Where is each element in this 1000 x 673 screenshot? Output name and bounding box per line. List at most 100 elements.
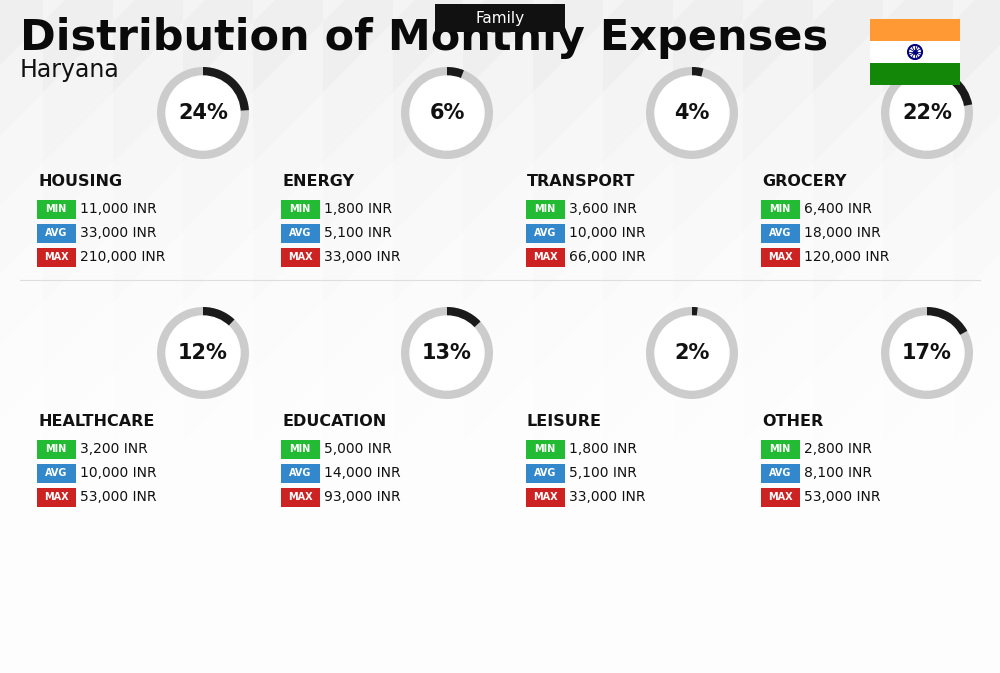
Text: 6%: 6% (429, 103, 465, 123)
Text: AVG: AVG (45, 468, 67, 478)
Wedge shape (401, 307, 493, 399)
Wedge shape (927, 307, 967, 335)
Text: MAX: MAX (768, 252, 792, 262)
Wedge shape (927, 67, 972, 106)
Text: MAX: MAX (533, 252, 557, 262)
FancyBboxPatch shape (761, 487, 800, 507)
Text: GROCERY: GROCERY (762, 174, 846, 188)
Text: MIN: MIN (769, 204, 791, 214)
Circle shape (890, 316, 964, 390)
Text: 93,000 INR: 93,000 INR (324, 490, 401, 504)
Text: AVG: AVG (534, 228, 556, 238)
Wedge shape (692, 67, 703, 77)
Text: 66,000 INR: 66,000 INR (569, 250, 646, 264)
Text: 5,100 INR: 5,100 INR (569, 466, 637, 480)
Text: MIN: MIN (534, 444, 556, 454)
FancyBboxPatch shape (870, 19, 960, 41)
Text: 17%: 17% (902, 343, 952, 363)
Text: MIN: MIN (769, 444, 791, 454)
Text: Distribution of Monthly Expenses: Distribution of Monthly Expenses (20, 17, 828, 59)
Wedge shape (203, 67, 249, 110)
FancyBboxPatch shape (280, 439, 320, 458)
Wedge shape (646, 67, 738, 159)
FancyBboxPatch shape (36, 223, 76, 242)
Text: MAX: MAX (44, 492, 68, 502)
Text: AVG: AVG (769, 468, 791, 478)
Circle shape (166, 76, 240, 150)
FancyBboxPatch shape (870, 63, 960, 85)
Text: AVG: AVG (769, 228, 791, 238)
Text: AVG: AVG (289, 228, 311, 238)
Text: 4%: 4% (674, 103, 710, 123)
Text: Haryana: Haryana (20, 58, 120, 82)
Text: MIN: MIN (45, 204, 67, 214)
Wedge shape (881, 67, 973, 159)
Text: MIN: MIN (289, 444, 311, 454)
Text: MAX: MAX (533, 492, 557, 502)
Text: 11,000 INR: 11,000 INR (80, 202, 157, 216)
FancyBboxPatch shape (526, 487, 564, 507)
Circle shape (890, 76, 964, 150)
FancyBboxPatch shape (280, 487, 320, 507)
FancyBboxPatch shape (526, 439, 564, 458)
Text: 1,800 INR: 1,800 INR (569, 442, 637, 456)
Circle shape (655, 76, 729, 150)
FancyBboxPatch shape (761, 223, 800, 242)
FancyBboxPatch shape (36, 439, 76, 458)
Wedge shape (447, 67, 464, 79)
FancyBboxPatch shape (36, 464, 76, 483)
Text: MIN: MIN (534, 204, 556, 214)
Text: 1,800 INR: 1,800 INR (324, 202, 392, 216)
Text: AVG: AVG (289, 468, 311, 478)
Text: LEISURE: LEISURE (527, 413, 602, 429)
FancyBboxPatch shape (36, 199, 76, 219)
Wedge shape (447, 307, 481, 328)
FancyBboxPatch shape (280, 199, 320, 219)
Text: 24%: 24% (178, 103, 228, 123)
Wedge shape (881, 307, 973, 399)
FancyBboxPatch shape (526, 248, 564, 267)
Text: ENERGY: ENERGY (282, 174, 354, 188)
Text: AVG: AVG (534, 468, 556, 478)
Text: MAX: MAX (768, 492, 792, 502)
FancyBboxPatch shape (36, 248, 76, 267)
Text: 3,200 INR: 3,200 INR (80, 442, 148, 456)
Text: MAX: MAX (288, 492, 312, 502)
Text: MIN: MIN (45, 444, 67, 454)
Circle shape (410, 76, 484, 150)
FancyBboxPatch shape (761, 248, 800, 267)
FancyBboxPatch shape (761, 199, 800, 219)
Text: 22%: 22% (902, 103, 952, 123)
Wedge shape (157, 307, 249, 399)
Text: 120,000 INR: 120,000 INR (804, 250, 889, 264)
FancyBboxPatch shape (870, 41, 960, 63)
Text: 3,600 INR: 3,600 INR (569, 202, 637, 216)
Text: 5,100 INR: 5,100 INR (324, 226, 392, 240)
FancyBboxPatch shape (526, 199, 564, 219)
FancyBboxPatch shape (761, 464, 800, 483)
Wedge shape (692, 307, 698, 316)
Text: 53,000 INR: 53,000 INR (80, 490, 156, 504)
Text: TRANSPORT: TRANSPORT (527, 174, 635, 188)
Wedge shape (646, 307, 738, 399)
Text: 10,000 INR: 10,000 INR (569, 226, 646, 240)
FancyBboxPatch shape (435, 4, 565, 32)
Text: HEALTHCARE: HEALTHCARE (38, 413, 154, 429)
Text: Family: Family (475, 11, 525, 26)
Text: 33,000 INR: 33,000 INR (324, 250, 400, 264)
Text: 18,000 INR: 18,000 INR (804, 226, 881, 240)
Text: 6,400 INR: 6,400 INR (804, 202, 872, 216)
FancyBboxPatch shape (36, 487, 76, 507)
Text: 2%: 2% (674, 343, 710, 363)
Text: 33,000 INR: 33,000 INR (569, 490, 646, 504)
Text: 53,000 INR: 53,000 INR (804, 490, 881, 504)
Text: 8,100 INR: 8,100 INR (804, 466, 872, 480)
Text: AVG: AVG (45, 228, 67, 238)
Circle shape (166, 316, 240, 390)
Circle shape (410, 316, 484, 390)
FancyBboxPatch shape (280, 248, 320, 267)
Wedge shape (157, 67, 249, 159)
Text: HOUSING: HOUSING (38, 174, 122, 188)
Wedge shape (203, 307, 234, 326)
Text: MAX: MAX (288, 252, 312, 262)
